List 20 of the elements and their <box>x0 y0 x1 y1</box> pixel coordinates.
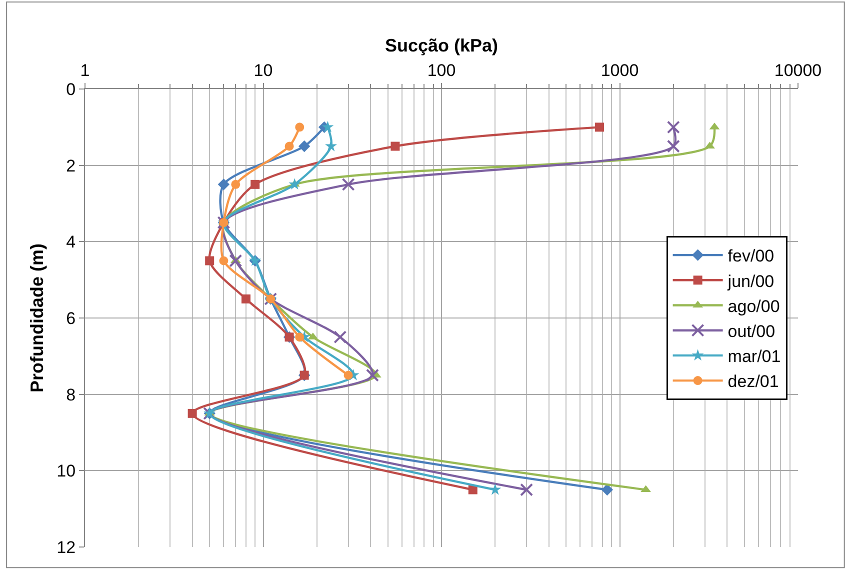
legend-label: out/00 <box>728 322 776 341</box>
x-tick-label: 1 <box>80 61 90 80</box>
x-tick-label: 10000 <box>774 61 822 80</box>
legend-label: mar/01 <box>728 347 781 366</box>
x-tick-label: 100 <box>427 61 456 80</box>
legend-label: jun/00 <box>726 272 774 291</box>
legend-label: fev/00 <box>728 246 774 266</box>
y-tick-label: 0 <box>66 80 76 99</box>
x-tick-label: 1000 <box>600 61 639 80</box>
y-tick-label: 8 <box>66 385 76 404</box>
y-axis-title: Profundidade (m) <box>26 244 47 392</box>
legend-label: dez/01 <box>728 372 779 392</box>
x-tick-label: 10 <box>254 61 273 80</box>
y-tick-label: 10 <box>56 462 76 481</box>
y-tick-label: 12 <box>56 538 76 557</box>
y-tick-label: 2 <box>66 156 76 176</box>
legend-label: ago/00 <box>728 296 780 316</box>
y-tick-label: 4 <box>66 232 76 252</box>
y-tick-label: 6 <box>66 308 76 328</box>
x-axis-title: Sucção (kPa) <box>384 35 498 56</box>
